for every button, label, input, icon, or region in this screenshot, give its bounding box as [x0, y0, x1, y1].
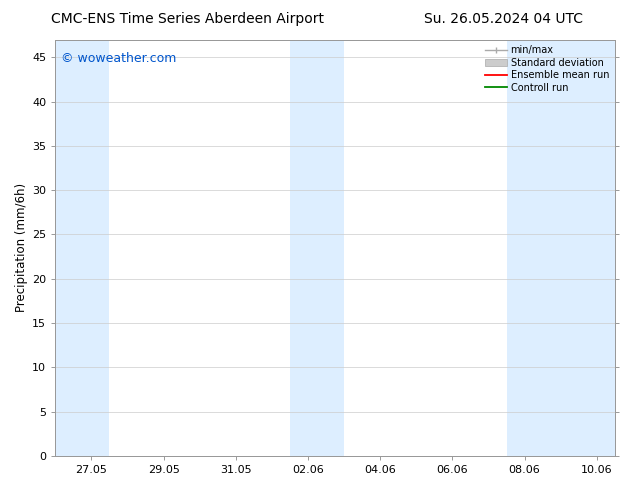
Bar — [55, 40, 110, 456]
Bar — [543, 40, 615, 456]
Text: © woweather.com: © woweather.com — [61, 52, 176, 65]
Text: Su. 26.05.2024 04 UTC: Su. 26.05.2024 04 UTC — [424, 12, 583, 26]
Bar — [290, 40, 344, 456]
Bar — [507, 40, 543, 456]
Text: CMC-ENS Time Series Aberdeen Airport: CMC-ENS Time Series Aberdeen Airport — [51, 12, 324, 26]
Y-axis label: Precipitation (mm/6h): Precipitation (mm/6h) — [15, 183, 28, 312]
Legend: min/max, Standard deviation, Ensemble mean run, Controll run: min/max, Standard deviation, Ensemble me… — [484, 45, 610, 94]
